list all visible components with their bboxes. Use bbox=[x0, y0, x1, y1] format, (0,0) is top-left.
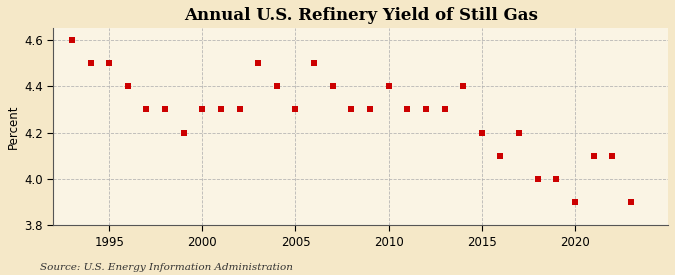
Point bbox=[85, 61, 96, 65]
Point bbox=[364, 107, 375, 112]
Point bbox=[421, 107, 431, 112]
Point bbox=[402, 107, 412, 112]
Title: Annual U.S. Refinery Yield of Still Gas: Annual U.S. Refinery Yield of Still Gas bbox=[184, 7, 537, 24]
Point bbox=[346, 107, 357, 112]
Point bbox=[271, 84, 282, 89]
Point bbox=[122, 84, 133, 89]
Point bbox=[439, 107, 450, 112]
Point bbox=[533, 177, 543, 181]
Point bbox=[290, 107, 301, 112]
Point bbox=[514, 130, 524, 135]
Point bbox=[67, 38, 78, 42]
Point bbox=[160, 107, 171, 112]
Point bbox=[197, 107, 208, 112]
Point bbox=[383, 84, 394, 89]
Point bbox=[626, 200, 637, 204]
Point bbox=[458, 84, 468, 89]
Point bbox=[308, 61, 319, 65]
Point bbox=[253, 61, 264, 65]
Point bbox=[607, 154, 618, 158]
Point bbox=[104, 61, 115, 65]
Text: Source: U.S. Energy Information Administration: Source: U.S. Energy Information Administ… bbox=[40, 263, 294, 272]
Point bbox=[551, 177, 562, 181]
Point bbox=[495, 154, 506, 158]
Point bbox=[178, 130, 189, 135]
Point bbox=[141, 107, 152, 112]
Point bbox=[477, 130, 487, 135]
Point bbox=[215, 107, 226, 112]
Point bbox=[327, 84, 338, 89]
Y-axis label: Percent: Percent bbox=[7, 104, 20, 149]
Point bbox=[234, 107, 245, 112]
Point bbox=[588, 154, 599, 158]
Point bbox=[570, 200, 580, 204]
